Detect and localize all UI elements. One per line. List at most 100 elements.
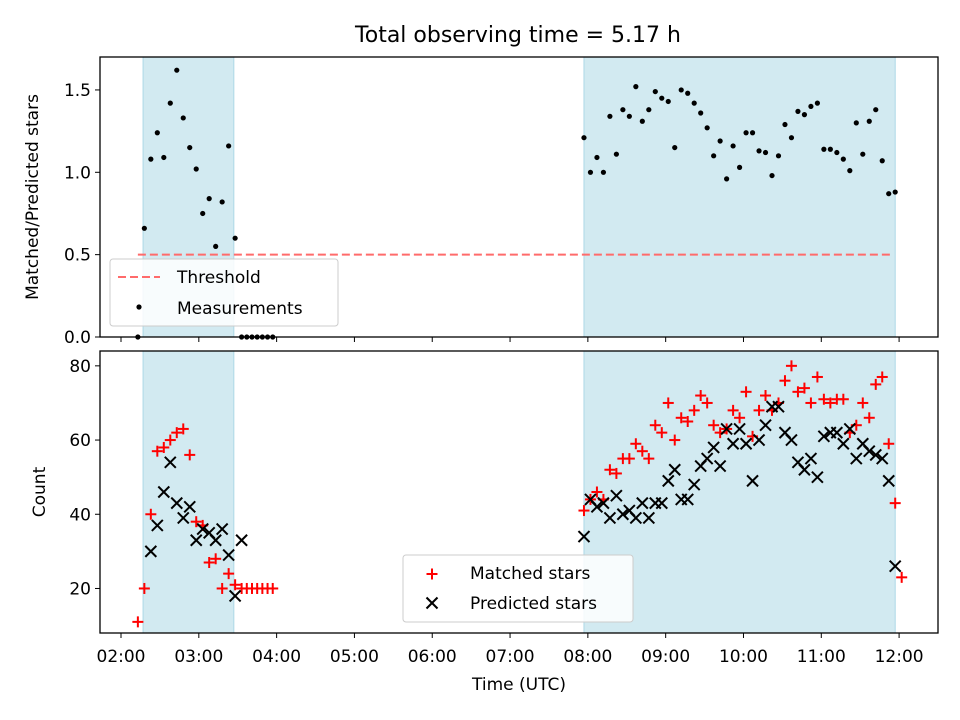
predicted-star-point-b (164, 456, 177, 469)
predicted-star-point-b (811, 470, 824, 484)
bot-y-tick-label: 20 (69, 579, 91, 599)
predicted-star-point-b (882, 474, 895, 488)
predicted-star-point (804, 452, 818, 465)
x-tick-label: 03:00 (174, 647, 223, 667)
matched-star-point (604, 464, 616, 476)
predicted-star-point-b (772, 400, 785, 413)
predicted-star-point-b (778, 426, 792, 439)
predicted-star-point (843, 422, 857, 436)
predicted-star-point (726, 437, 740, 450)
predicted-star-point (850, 452, 863, 465)
measurement-point (646, 107, 652, 113)
predicted-star-point-b (636, 496, 649, 510)
matched-star-point (760, 390, 772, 402)
measurement-point (717, 138, 723, 144)
predicted-star-point (164, 456, 177, 469)
predicted-star-point (590, 500, 604, 514)
legend-measurements-swatch (136, 304, 142, 310)
predicted-star-point (144, 545, 158, 558)
matched-star-point (229, 579, 241, 591)
count-legend-box (402, 554, 634, 623)
measurement-point (639, 118, 645, 124)
matched-star-point (870, 378, 882, 390)
bot-observing-interval-0 (142, 350, 235, 634)
matched-star-point (792, 386, 804, 398)
predicted-star-point-b (843, 422, 857, 436)
measurement-point (600, 169, 607, 175)
predicted-star-point-b (590, 500, 604, 514)
predicted-star-point (610, 489, 623, 502)
measurement-point (756, 148, 762, 154)
matched-star-point (753, 404, 765, 416)
top-y-tick-label: 1.0 (64, 163, 91, 183)
predicted-star-point-b (759, 419, 772, 432)
predicted-star-point-b (707, 441, 720, 454)
matched-star-point (636, 445, 648, 457)
predicted-star-point (668, 463, 681, 476)
predicted-star-point-b (681, 493, 694, 506)
ratio-legend-box (109, 258, 339, 327)
measurement-point (840, 156, 846, 162)
matched-star-point (177, 423, 189, 435)
predicted-star-point (720, 422, 733, 436)
x-tick-label: 08:00 (563, 647, 612, 667)
predicted-star-point-b (713, 459, 727, 473)
predicted-star-point-b (733, 422, 746, 436)
predicted-star-point-b (215, 522, 229, 536)
matched-star-point (837, 393, 849, 405)
matched-star-point (727, 404, 739, 416)
matched-star-point (662, 397, 674, 409)
predicted-star-point (759, 419, 772, 432)
predicted-star-point (662, 474, 675, 488)
predicted-star-point-b (623, 504, 636, 517)
bot-y-tick-label: 80 (69, 357, 91, 377)
measurement-point (698, 110, 704, 116)
measurement-point (226, 143, 232, 149)
matched-star-point (223, 568, 235, 580)
measurement-point (678, 87, 684, 93)
predicted-star-point-b (687, 478, 701, 491)
legend-matched-label: Matched stars (470, 564, 590, 584)
matched-star-point (811, 371, 823, 383)
count-panel-frame (99, 350, 939, 634)
measurement-point (704, 125, 710, 131)
legend-measurements-label: Measurements (177, 299, 303, 319)
matched-star-point (210, 553, 222, 565)
predicted-star-point-b (720, 422, 733, 436)
measurement-point (607, 113, 613, 119)
measurement-point (613, 151, 619, 157)
predicted-star-point-b (177, 511, 190, 525)
x-tick-label: 06:00 (408, 647, 457, 667)
measurement-point (743, 130, 749, 136)
matched-star-point (591, 486, 603, 498)
matched-star-point (203, 557, 215, 568)
predicted-star-point-b (222, 548, 235, 562)
predicted-star-point (636, 496, 649, 510)
predicted-star-point-b (869, 448, 882, 462)
legend-plus-mark (426, 568, 438, 580)
x-tick-label: 09:00 (641, 647, 690, 667)
predicted-star-point-b (196, 522, 209, 536)
predicted-star-point-b (888, 560, 902, 573)
measurement-point (219, 199, 225, 205)
bot-y-tick-label: 40 (69, 505, 91, 525)
matched-star-point (708, 419, 720, 431)
measurement-point (187, 144, 193, 151)
measurement-point (659, 95, 665, 101)
predicted-star-point-b (597, 496, 610, 510)
predicted-star-point (222, 548, 235, 562)
measurement-point (736, 164, 743, 170)
predicted-star-point (888, 560, 902, 573)
ratio-panel: 0.0 0.5 1.0 1.5 Matched/Predicted stars Thr… (23, 56, 939, 348)
matched-star-point (883, 438, 895, 450)
predicted-star-point (655, 496, 668, 510)
measurement-point (154, 130, 160, 136)
predicted-star-point (215, 522, 229, 536)
predicted-star-point-b (157, 485, 171, 499)
legend-predicted-swatch (425, 596, 439, 610)
measurement-point (834, 149, 840, 156)
measurement-point (782, 121, 788, 128)
matched-star-point (623, 453, 635, 465)
predicted-star-point (707, 441, 720, 454)
predicted-star-point-b (752, 433, 766, 447)
